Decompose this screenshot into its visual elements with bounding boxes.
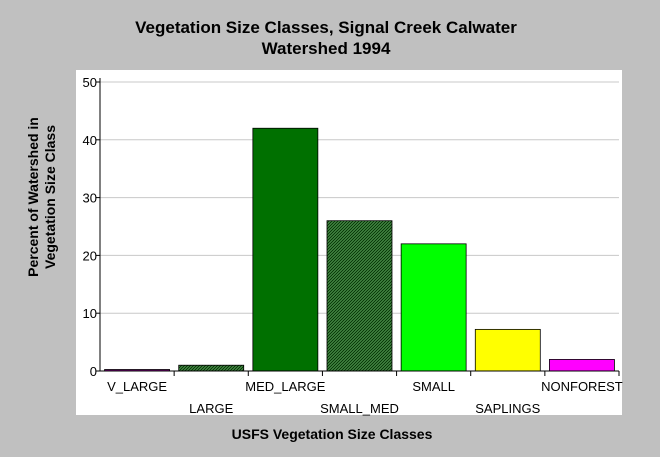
chart-title-line-1: Vegetation Size Classes, Signal Creek Ca… bbox=[135, 18, 517, 37]
x-tick-label-med-large: MED_LARGE bbox=[245, 379, 326, 394]
y-tick-label: 30 bbox=[83, 191, 97, 206]
y-tick-label: 0 bbox=[90, 364, 97, 379]
y-axis-title-line-2: Vegetation Size Class bbox=[42, 125, 58, 269]
y-tick-label: 40 bbox=[83, 133, 97, 148]
y-tick-label: 50 bbox=[83, 75, 97, 90]
y-tick-label: 10 bbox=[83, 306, 97, 321]
y-tick-label: 20 bbox=[83, 248, 97, 263]
chart-title-line-2: Watershed 1994 bbox=[262, 39, 391, 58]
y-axis-title-line-1: Percent of Watershed in bbox=[25, 117, 41, 277]
x-axis-title: USFS Vegetation Size Classes bbox=[232, 426, 433, 442]
x-tick-label-nonforest: NONFOREST bbox=[541, 379, 623, 394]
bar-nonforest bbox=[549, 359, 615, 372]
bar-small-med bbox=[326, 220, 393, 372]
x-tick-label-v-large: V_LARGE bbox=[107, 379, 167, 394]
x-tick-label-large: LARGE bbox=[189, 401, 233, 416]
bar-med-large bbox=[252, 127, 319, 372]
x-tick-label-small: SMALL bbox=[412, 379, 455, 394]
bar-small bbox=[400, 243, 467, 372]
bar-large bbox=[178, 364, 245, 372]
x-tick-label-saplings: SAPLINGS bbox=[475, 401, 540, 416]
x-tick-label-small-med: SMALL_MED bbox=[320, 401, 399, 416]
bar-saplings bbox=[474, 328, 541, 372]
